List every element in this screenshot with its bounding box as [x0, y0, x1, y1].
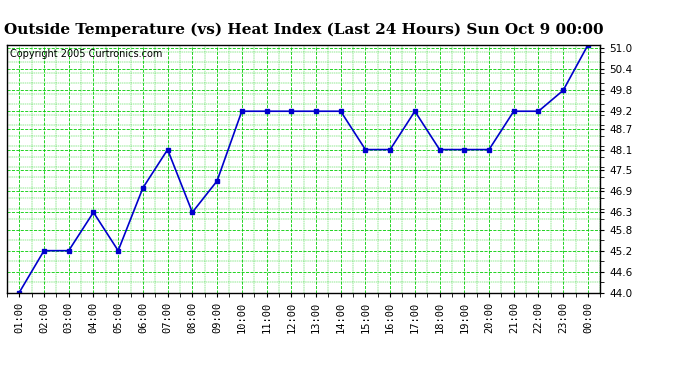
- Text: Copyright 2005 Curtronics.com: Copyright 2005 Curtronics.com: [10, 49, 162, 59]
- Text: Outside Temperature (vs) Heat Index (Last 24 Hours) Sun Oct 9 00:00: Outside Temperature (vs) Heat Index (Las…: [3, 22, 604, 37]
